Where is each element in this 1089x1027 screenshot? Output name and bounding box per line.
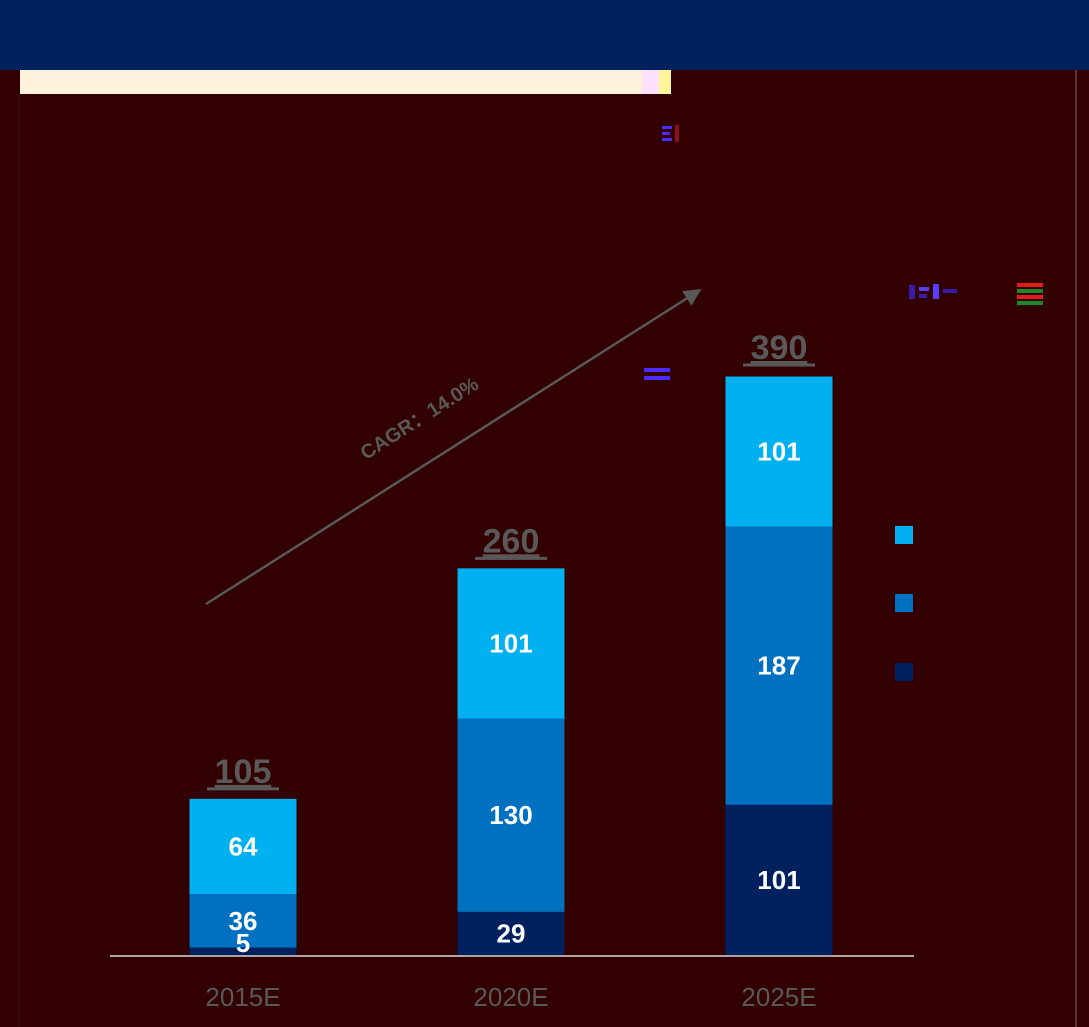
subheader-accent	[642, 70, 659, 94]
bar-segment-2025E-1	[725, 526, 833, 805]
bar-segment-2025E-0	[725, 804, 833, 955]
x-tick-label: 2020E	[473, 982, 548, 1012]
bar-segment-2020E-0	[457, 911, 565, 955]
value-label: 101	[757, 865, 800, 895]
bar-segment-2020E-1	[457, 718, 565, 912]
value-label: 36	[229, 906, 258, 936]
bar-segment-2020E-2	[457, 568, 565, 719]
garbled-equals-icon	[644, 368, 670, 380]
legend-swatch	[895, 594, 913, 612]
x-tick-label: 2025E	[741, 982, 816, 1012]
garbled-legend-glyph-icon	[909, 284, 957, 299]
subheader-bar	[20, 70, 642, 94]
bars-group	[189, 376, 833, 955]
bar-segment-2015E-1	[189, 894, 297, 948]
total-label: 390	[751, 329, 808, 367]
legend-swatch	[895, 526, 913, 544]
cagr-annotation: CAGR：14.0%	[357, 373, 483, 465]
labels-group: 536 64 105 29 130 101 260 101 187 101 390	[207, 329, 815, 958]
garbled-glyph-icon	[662, 125, 679, 142]
subheader-edge	[0, 70, 20, 94]
value-label: 101	[757, 437, 800, 467]
x-tick-labels: 2015E 2020E 2025E	[205, 982, 816, 1012]
frame-left-border	[18, 94, 20, 1027]
bar-segment-2015E-2	[189, 798, 297, 895]
subheader-accent-tab	[659, 70, 671, 94]
value-label: 29	[497, 918, 526, 948]
value-label: 187	[757, 651, 800, 681]
legend	[895, 526, 913, 681]
total-label: 105	[215, 753, 272, 791]
garbled-stripes-icon	[1017, 283, 1043, 305]
cagr-arrow	[205, 288, 702, 606]
total-label: 260	[483, 522, 540, 560]
bar-segment-2025E-2	[725, 376, 833, 527]
legend-swatch	[895, 663, 913, 681]
bar-segment-2015E-0	[189, 947, 297, 955]
value-label: 130	[489, 800, 532, 830]
value-label: 101	[489, 628, 532, 658]
x-tick-label: 2015E	[205, 982, 280, 1012]
header-bar	[0, 0, 1089, 70]
value-label: 64	[229, 831, 258, 861]
value-label: 5	[236, 928, 250, 958]
frame-right-border	[1075, 70, 1077, 1027]
